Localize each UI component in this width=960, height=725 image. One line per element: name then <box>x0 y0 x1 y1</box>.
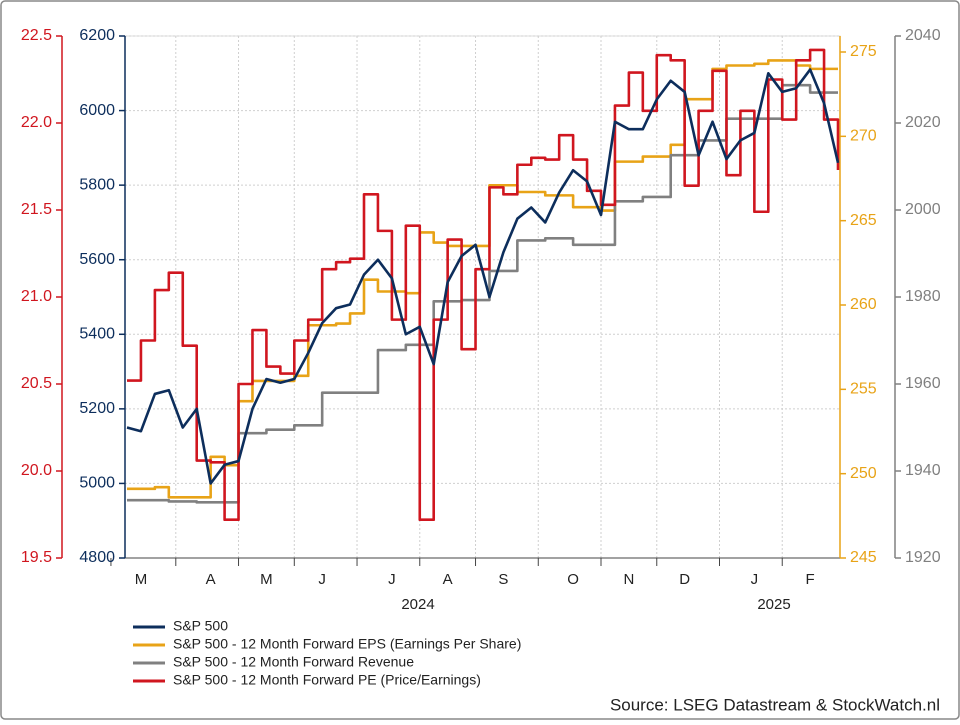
y-tick-label: 21.5 <box>21 201 52 218</box>
legend-label: S&P 500 <box>173 618 228 634</box>
y-tick-label: 6200 <box>79 27 115 44</box>
source-note: Source: LSEG Datastream & StockWatch.nl <box>610 695 940 714</box>
year-label: 2024 <box>401 596 434 613</box>
y-tick-label: 19.5 <box>21 549 52 566</box>
series-line <box>126 68 840 485</box>
y-tick-label: 22.0 <box>21 114 52 131</box>
y-tick-label: 2000 <box>905 201 941 218</box>
y-tick-label: 20.5 <box>21 375 52 392</box>
legend-label: S&P 500 - 12 Month Forward PE (Price/Ear… <box>173 672 481 688</box>
y-tick-label: 4800 <box>79 549 115 566</box>
y-tick-label: 5200 <box>79 400 115 417</box>
legend-label: S&P 500 - 12 Month Forward EPS (Earnings… <box>173 636 521 652</box>
y-tick-label: 1960 <box>905 375 941 392</box>
y-tick-label: 260 <box>850 296 877 313</box>
x-tick-label: M <box>135 571 148 588</box>
y-tick-label: 20.0 <box>21 462 52 479</box>
y-tick-label: 250 <box>850 465 877 482</box>
y-tick-label: 1920 <box>905 549 941 566</box>
x-tick-label: J <box>388 571 396 588</box>
y-tick-label: 6000 <box>79 102 115 119</box>
y-tick-label: 5800 <box>79 176 115 193</box>
year-label: 2025 <box>757 596 790 613</box>
x-tick-label: A <box>206 571 216 588</box>
y-tick-label: 1940 <box>905 462 941 479</box>
x-tick-label: J <box>751 571 759 588</box>
y-tick-label: 1980 <box>905 288 941 305</box>
x-tick-label: S <box>498 571 508 588</box>
x-tick-label: A <box>443 571 453 588</box>
x-tick-label: M <box>260 571 273 588</box>
y-tick-label: 270 <box>850 128 877 145</box>
legend-label: S&P 500 - 12 Month Forward Revenue <box>173 654 414 670</box>
y-tick-label: 2020 <box>905 114 941 131</box>
y-tick-label: 5000 <box>79 475 115 492</box>
y-tick-label: 2040 <box>905 27 941 44</box>
y-tick-label: 22.5 <box>21 27 52 44</box>
y-tick-label: 255 <box>850 381 877 398</box>
x-tick-label: N <box>623 571 634 588</box>
series-line <box>127 48 840 522</box>
y-tick-label: 245 <box>850 549 877 566</box>
y-tick-label: 265 <box>850 212 877 229</box>
y-tick-label: 5600 <box>79 251 115 268</box>
y-tick-label: 21.0 <box>21 288 52 305</box>
y-tick-label: 275 <box>850 43 877 60</box>
x-tick-label: J <box>318 571 326 588</box>
x-tick-label: O <box>567 571 579 588</box>
x-tick-label: D <box>679 571 690 588</box>
y-tick-label: 5400 <box>79 326 115 343</box>
x-tick-label: F <box>806 571 815 588</box>
series-line <box>127 83 838 504</box>
